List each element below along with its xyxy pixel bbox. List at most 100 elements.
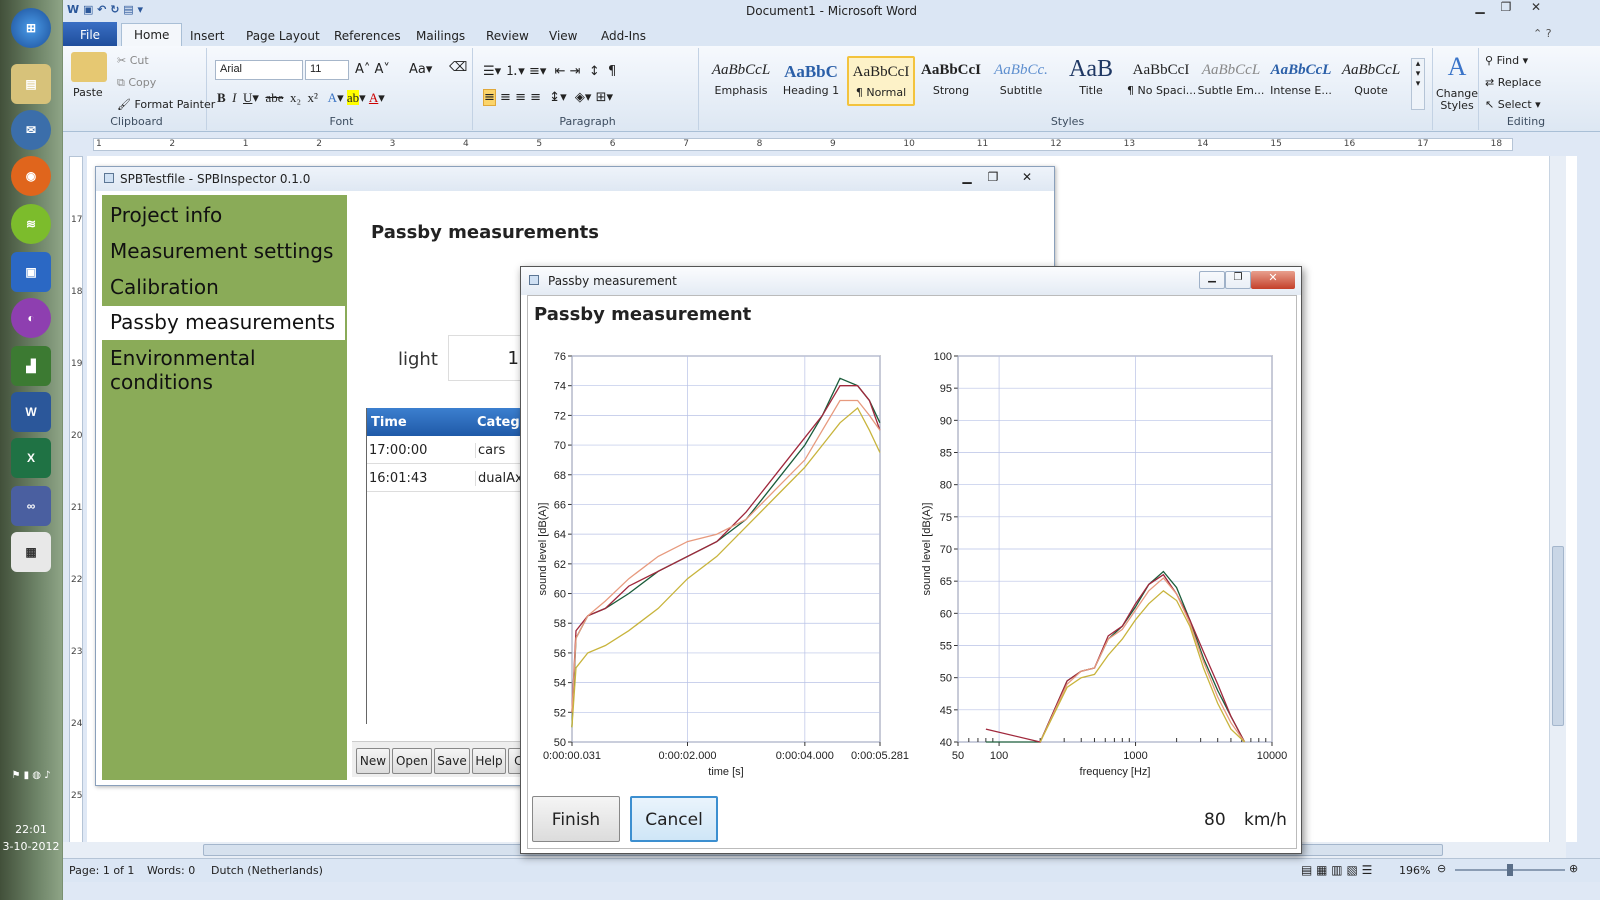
nav-project-info[interactable]: Project info: [110, 203, 223, 227]
style-heading-1[interactable]: AaBbC Heading 1: [782, 62, 840, 97]
help-icon[interactable]: ⌃ ?: [1533, 27, 1552, 40]
tab-view[interactable]: View: [549, 29, 578, 43]
open-button[interactable]: Open: [392, 748, 432, 774]
spotify-icon[interactable]: ≋: [11, 204, 51, 244]
vertical-ruler[interactable]: 17 18 19 20 21 22 23 24 25: [63, 156, 87, 846]
y-tick-label: 76: [554, 351, 566, 363]
style-quote[interactable]: AaBbCcL Quote: [1341, 62, 1401, 97]
style-title[interactable]: AaB Title: [1069, 56, 1113, 97]
close-button[interactable]: ✕: [1530, 0, 1542, 14]
scroll-thumb[interactable]: [1552, 546, 1564, 726]
nav-environmental-conditions[interactable]: Environmental conditions: [110, 346, 256, 394]
paste-button[interactable]: Paste: [73, 86, 103, 99]
tab-mailings[interactable]: Mailings: [416, 29, 466, 43]
format-painter-button[interactable]: 🖌 Format Painter: [117, 98, 216, 111]
tab-references[interactable]: References: [334, 29, 401, 43]
y-tick-label: 70: [554, 440, 566, 452]
paste-icon[interactable]: [71, 52, 107, 82]
windows-start-icon[interactable]: ⊞: [11, 8, 51, 48]
word-icon[interactable]: W: [11, 392, 51, 432]
select-button[interactable]: ↖ Select ▾: [1485, 98, 1541, 111]
tab-insert[interactable]: Insert: [190, 29, 225, 43]
style-subtitle[interactable]: AaBbCc. Subtitle: [994, 62, 1048, 97]
style-no-spacing[interactable]: AaBbCcI ¶ No Spaci...: [1127, 62, 1195, 97]
app1-minimize-button[interactable]: ▁: [962, 170, 972, 184]
help-button[interactable]: Help: [472, 748, 506, 774]
font-name-select[interactable]: Arial: [215, 60, 303, 80]
finish-button[interactable]: Finish: [532, 796, 620, 842]
horizontal-ruler[interactable]: 1 2 1 2 3 4 5 6 7 8 9 10 11 12 13 14 15 16 17 18: [63, 132, 1600, 156]
change-case-icon[interactable]: Aa▾: [409, 62, 433, 77]
language-status[interactable]: Dutch (Netherlands): [211, 864, 323, 877]
table-row[interactable]: 17:00:00 cars: [367, 436, 532, 464]
grow-shrink-font-icons[interactable]: A˄ A˅: [355, 62, 390, 77]
zoom-out-icon[interactable]: ⊖: [1437, 862, 1447, 875]
list-buttons[interactable]: ☰▾ ⒈▾ ≡▾ ⇤ ⇥ ↕ ¶: [483, 64, 617, 79]
new-button[interactable]: New: [356, 748, 390, 774]
tab-add-ins[interactable]: Add-Ins: [601, 29, 646, 43]
remote-desktop-icon[interactable]: ▣: [11, 252, 51, 292]
tab-home[interactable]: Home: [121, 23, 183, 47]
clock-date[interactable]: 3-10-2012: [2, 840, 60, 853]
picasa-icon[interactable]: ◐: [11, 298, 51, 338]
change-styles-icon[interactable]: A: [1447, 52, 1467, 81]
nav-passby-measurements[interactable]: Passby measurements: [102, 306, 345, 340]
quick-access-toolbar[interactable]: W ▣ ↶ ↻ ▤ ▾: [67, 3, 144, 16]
zoom-in-icon[interactable]: ⊕: [1569, 862, 1579, 875]
notepad-app-icon[interactable]: ▦: [11, 532, 51, 572]
dialog-close-button[interactable]: ✕: [1251, 271, 1295, 289]
format-buttons[interactable]: B I U▾ abe x₂ x² A▾ ab▾ A▾: [217, 90, 385, 105]
style-intense-emphasis[interactable]: AaBbCcL Intense E...: [1270, 62, 1332, 97]
styles-scroll-icon[interactable]: ▴ ▾ ▾: [1411, 58, 1425, 110]
series-line: [571, 406, 881, 728]
copy-button[interactable]: ⧉ Copy: [117, 76, 157, 89]
style-subtle-emphasis[interactable]: AaBbCcL Subtle Em...: [1197, 62, 1265, 97]
app1-close-button[interactable]: ✕: [1021, 170, 1033, 184]
cut-button[interactable]: ✂ Cut: [117, 54, 149, 67]
bottom-toolbar: New Open Save Help Cl: [352, 741, 532, 777]
zoom-slider-thumb[interactable]: [1507, 864, 1513, 876]
col-time[interactable]: Time: [371, 415, 407, 430]
table-row[interactable]: 16:01:43 dualAxl: [367, 464, 532, 492]
app1-maximize-button[interactable]: ❐: [987, 170, 999, 184]
tray-icons[interactable]: ⚑ ▮ ◍ ♪: [11, 770, 51, 781]
clock-time[interactable]: 22:01: [15, 823, 47, 836]
page-count[interactable]: Page: 1 of 1: [69, 864, 135, 877]
font-size-select[interactable]: 11: [305, 60, 349, 80]
style-strong[interactable]: AaBbCcI Strong: [920, 62, 981, 97]
y-axis-label: sound level [dB(A)]: [537, 503, 549, 596]
chart-app-icon[interactable]: ▟: [11, 346, 51, 386]
alignment-buttons[interactable]: ≡ ≡ ≡ ≡ ↨▾ ◈▾ ⊞▾: [483, 89, 614, 106]
replace-button[interactable]: ⇄ Replace: [1485, 76, 1542, 89]
infinity-app-icon[interactable]: ∞: [11, 486, 51, 526]
copy-icon: ⧉: [117, 76, 129, 89]
vertical-scrollbar[interactable]: [1549, 156, 1566, 842]
find-button[interactable]: ⚲ Find ▾: [1485, 54, 1529, 67]
change-styles-button[interactable]: Change Styles: [1435, 87, 1479, 112]
word-count[interactable]: Words: 0: [147, 864, 196, 877]
excel-icon[interactable]: X: [11, 438, 51, 478]
styles-label: Styles: [1050, 115, 1085, 128]
clipboard-label: Clipboard: [110, 115, 163, 128]
minimize-button[interactable]: ▁: [1475, 0, 1485, 14]
restore-button[interactable]: ❐: [1500, 0, 1512, 14]
clear-format-icon[interactable]: ⌫: [449, 60, 468, 75]
thunderbird-icon[interactable]: ✉: [11, 110, 51, 150]
tab-page-layout[interactable]: Page Layout: [246, 29, 320, 43]
cancel-button[interactable]: Cancel: [630, 796, 718, 842]
save-button[interactable]: Save: [434, 748, 470, 774]
category-count-field[interactable]: 1: [448, 335, 528, 381]
dialog-maximize-button[interactable]: ❐: [1225, 271, 1251, 289]
nav-calibration[interactable]: Calibration: [110, 275, 219, 299]
file-manager-icon[interactable]: ▤: [11, 64, 51, 104]
zoom-level[interactable]: 196%: [1399, 864, 1431, 877]
style-emphasis[interactable]: AaBbCcL Emphasis: [711, 62, 771, 97]
view-buttons[interactable]: ▤ ▦ ▥ ▧ ☰: [1301, 863, 1373, 877]
col-category[interactable]: Catego: [477, 415, 529, 430]
nav-measurement-settings[interactable]: Measurement settings: [110, 239, 334, 263]
firefox-icon[interactable]: ◉: [11, 156, 51, 196]
tab-file[interactable]: File: [63, 22, 117, 46]
style-normal[interactable]: AaBbCcI ¶ Normal: [847, 56, 915, 106]
dialog-minimize-button[interactable]: ▁: [1199, 271, 1225, 289]
tab-review[interactable]: Review: [486, 29, 529, 43]
